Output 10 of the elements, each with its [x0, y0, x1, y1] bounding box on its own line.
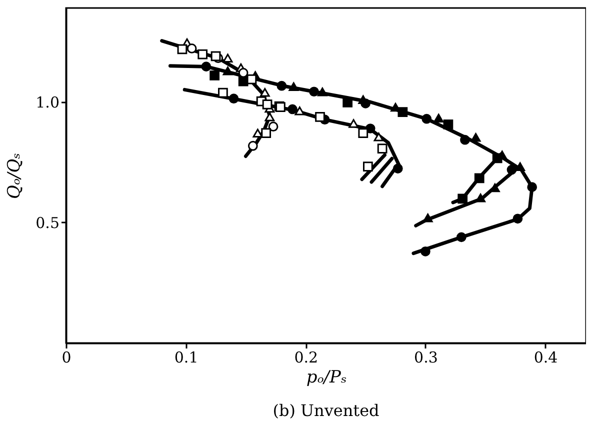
- x-axis-title: pₒ/Pₛ: [306, 368, 347, 388]
- x-tick-label: 0.1: [174, 348, 198, 366]
- x-tick-label: 0.3: [414, 348, 438, 366]
- x-tick-label: 0.4: [534, 348, 558, 366]
- y-tick-label: 0.5: [36, 214, 60, 232]
- y-axis-title: Qₒ/Qₛ: [4, 152, 25, 199]
- x-tick-label: 0.2: [294, 348, 318, 366]
- text: (b) Unvented: [272, 401, 380, 420]
- y-tick-label: 1.0: [36, 93, 60, 112]
- x-tick-label: 0: [62, 348, 72, 366]
